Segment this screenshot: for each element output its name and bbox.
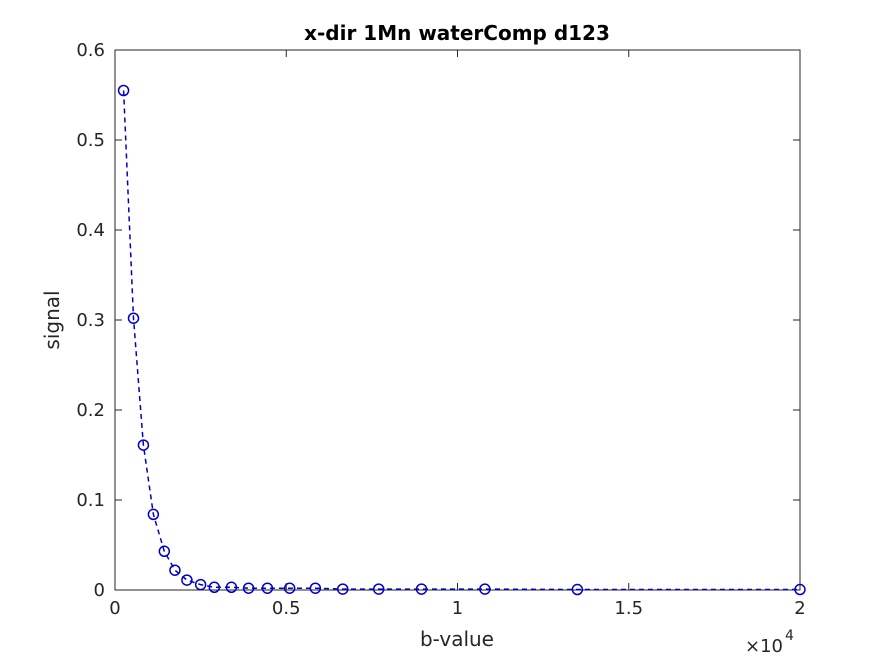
y-axis: 0 0.1 0.2 0.3 0.4 0.5 0.6 — [76, 40, 800, 601]
y-tick-label: 0 — [94, 580, 105, 601]
y-tick-label: 0.5 — [76, 130, 105, 151]
data-point — [794, 583, 806, 596]
x-tick-label: 1.5 — [614, 598, 643, 619]
data-point — [169, 564, 181, 576]
y-tick-label: 0.1 — [76, 490, 105, 511]
data-point — [242, 582, 255, 594]
data-point — [137, 439, 150, 451]
x-exponent-base: ×10 — [745, 636, 783, 657]
plot-area — [114, 49, 801, 591]
x-tick-label: 1 — [452, 598, 463, 619]
y-tick-label: 0.3 — [76, 310, 105, 331]
series-layer — [117, 84, 806, 596]
data-point — [181, 574, 193, 586]
data-point — [337, 583, 349, 595]
y-tick-label: 0.4 — [76, 220, 105, 241]
x-exponent: ×10 4 — [745, 628, 794, 657]
data-point — [479, 583, 491, 595]
data-point — [117, 84, 130, 97]
x-axis-label: b-value — [420, 627, 494, 651]
x-axis: 0 0.5 1 1.5 2 — [109, 50, 806, 619]
data-point — [309, 582, 322, 594]
series-line — [122, 90, 800, 591]
x-tick-label: 0.5 — [272, 598, 301, 619]
x-exponent-power: 4 — [785, 628, 794, 644]
chart-title: x-dir 1Mn waterComp d123 — [304, 21, 610, 45]
data-point — [571, 583, 584, 596]
y-tick-label: 0.2 — [76, 400, 105, 421]
data-point — [225, 581, 238, 594]
data-point — [283, 582, 296, 594]
data-point — [158, 545, 171, 558]
data-point — [261, 582, 274, 594]
x-tick-label: 2 — [794, 598, 805, 619]
data-point — [208, 581, 221, 594]
data-point — [372, 583, 385, 595]
data-point — [147, 508, 160, 521]
y-tick-label: 0.6 — [76, 40, 105, 61]
data-point — [127, 312, 140, 324]
data-point — [415, 583, 428, 595]
y-axis-label: signal — [40, 290, 64, 349]
x-tick-label: 0 — [109, 598, 120, 619]
data-point — [194, 578, 207, 591]
